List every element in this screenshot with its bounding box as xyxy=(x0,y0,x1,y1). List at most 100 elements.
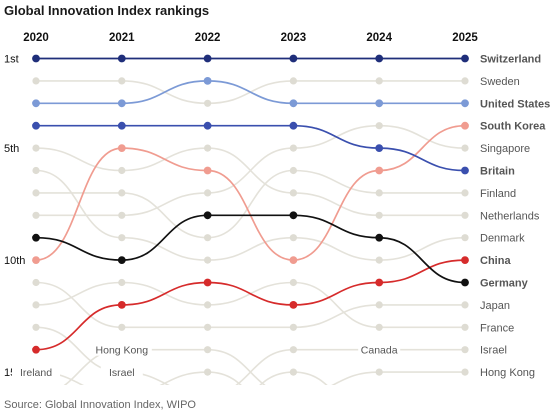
point-israel-2022 xyxy=(204,391,211,398)
series-line-germany xyxy=(35,214,466,284)
point-china-2025 xyxy=(461,256,469,264)
point-sweden-2024 xyxy=(375,77,383,85)
country-label-japan: Japan xyxy=(480,300,510,312)
inline-label-israel-2021: Israel xyxy=(109,367,135,379)
point-china-2024 xyxy=(375,278,384,287)
point-south-korea-2021 xyxy=(117,144,126,153)
country-label-singapore: Singapore xyxy=(480,143,530,155)
point-denmark-2022 xyxy=(204,256,212,264)
country-label-britain: Britain xyxy=(480,166,515,178)
point-japan-2024 xyxy=(375,301,383,309)
point-britain-2022 xyxy=(203,121,212,130)
rank-label-10: 10th xyxy=(4,255,25,267)
point-denmark-2024 xyxy=(375,256,383,264)
rank-label-5: 5th xyxy=(4,143,19,155)
point-south-korea-2025 xyxy=(461,121,469,130)
point-china-2020 xyxy=(32,345,40,354)
point-denmark-2023 xyxy=(289,234,297,242)
country-label-united-states: United States xyxy=(480,98,550,110)
country-label-china: China xyxy=(480,255,511,267)
point-canada-2023 xyxy=(289,368,297,376)
year-label-2023: 2023 xyxy=(281,32,307,44)
series-line-israel xyxy=(35,326,466,385)
point-japan-2025 xyxy=(461,301,469,309)
point-germany-2020 xyxy=(32,233,40,242)
point-france-2020 xyxy=(32,301,40,309)
point-germany-2022 xyxy=(203,211,212,220)
point-britain-2024 xyxy=(375,144,384,153)
point-germany-2021 xyxy=(117,256,126,264)
point-netherlands-2021 xyxy=(118,166,126,175)
point-singapore-2023 xyxy=(289,144,297,152)
point-hong-kong-2020 xyxy=(32,391,39,398)
inline-label-canada-2024: Canada xyxy=(361,345,398,357)
point-finland-2025 xyxy=(461,189,469,197)
point-israel-2020 xyxy=(32,323,40,331)
point-ireland-2024 xyxy=(376,391,383,398)
point-ireland-2022 xyxy=(204,368,212,376)
point-hong-kong-2022 xyxy=(204,346,212,354)
point-ireland-2025 xyxy=(461,391,468,398)
point-netherlands-2025 xyxy=(461,211,469,219)
inline-label-bg-canada xyxy=(358,343,401,356)
point-france-2024 xyxy=(375,323,383,331)
year-label-2021: 2021 xyxy=(109,32,135,44)
point-germany-2025 xyxy=(461,278,469,287)
point-hong-kong-2023 xyxy=(290,391,297,398)
chart-title: Global Innovation Index rankings xyxy=(4,3,209,18)
point-united-states-2024 xyxy=(375,99,384,108)
point-united-states-2025 xyxy=(461,99,469,108)
country-label-germany: Germany xyxy=(480,278,529,290)
point-netherlands-2020 xyxy=(32,144,40,152)
point-south-korea-2024 xyxy=(375,166,384,175)
point-ireland-2021 xyxy=(118,391,125,398)
point-france-2023 xyxy=(289,278,297,287)
country-label-israel: Israel xyxy=(480,345,507,357)
point-netherlands-2022 xyxy=(204,144,212,152)
point-south-korea-2022 xyxy=(203,166,212,175)
point-netherlands-2024 xyxy=(375,211,383,219)
inline-label-ireland-2020: Ireland xyxy=(20,367,52,379)
point-france-2021 xyxy=(118,278,126,287)
series-line-united-states xyxy=(35,80,466,105)
year-label-2024: 2024 xyxy=(366,32,392,44)
point-france-2025 xyxy=(461,323,469,331)
point-united-states-2020 xyxy=(32,99,40,108)
point-china-2022 xyxy=(203,278,212,287)
point-germany-2024 xyxy=(375,233,384,242)
point-britain-2020 xyxy=(32,121,40,130)
point-britain-2023 xyxy=(289,121,298,130)
series-line-china xyxy=(35,259,466,351)
point-united-states-2023 xyxy=(289,99,298,108)
point-south-korea-2020 xyxy=(32,256,40,264)
year-label-2022: 2022 xyxy=(195,32,221,44)
point-japan-2022 xyxy=(204,323,212,331)
point-sweden-2023 xyxy=(289,77,297,85)
point-japan-2021 xyxy=(118,323,126,331)
point-hong-kong-2025 xyxy=(461,368,469,376)
point-israel-2023 xyxy=(289,346,297,354)
rank-label-1: 1st xyxy=(4,54,19,66)
point-switzerland-2024 xyxy=(375,54,384,63)
point-sweden-2022 xyxy=(204,99,212,107)
inline-country-labels: Ireland Hong Kong Israel Canada xyxy=(12,343,401,379)
point-finland-2021 xyxy=(118,189,126,197)
point-finland-2023 xyxy=(289,166,297,175)
inline-label-bg-israel xyxy=(100,366,143,379)
year-label-2020: 2020 xyxy=(23,32,49,44)
point-germany-2023 xyxy=(289,211,298,220)
point-china-2021 xyxy=(117,301,126,309)
country-label-netherlands: Netherlands xyxy=(480,210,540,222)
point-south-korea-2023 xyxy=(289,256,298,264)
point-israel-2025 xyxy=(461,346,469,354)
country-label-france: France xyxy=(480,322,514,334)
country-labels: Switzerland Sweden United States South Kore… xyxy=(480,54,550,380)
country-label-south-korea: South Korea xyxy=(480,121,546,133)
point-japan-2020 xyxy=(32,278,40,287)
point-finland-2020 xyxy=(32,189,40,197)
series-line-britain xyxy=(35,124,466,172)
inline-label-hong-kong-2021: Hong Kong xyxy=(96,345,149,357)
point-france-2022 xyxy=(204,301,212,309)
point-switzerland-2020 xyxy=(32,54,40,63)
